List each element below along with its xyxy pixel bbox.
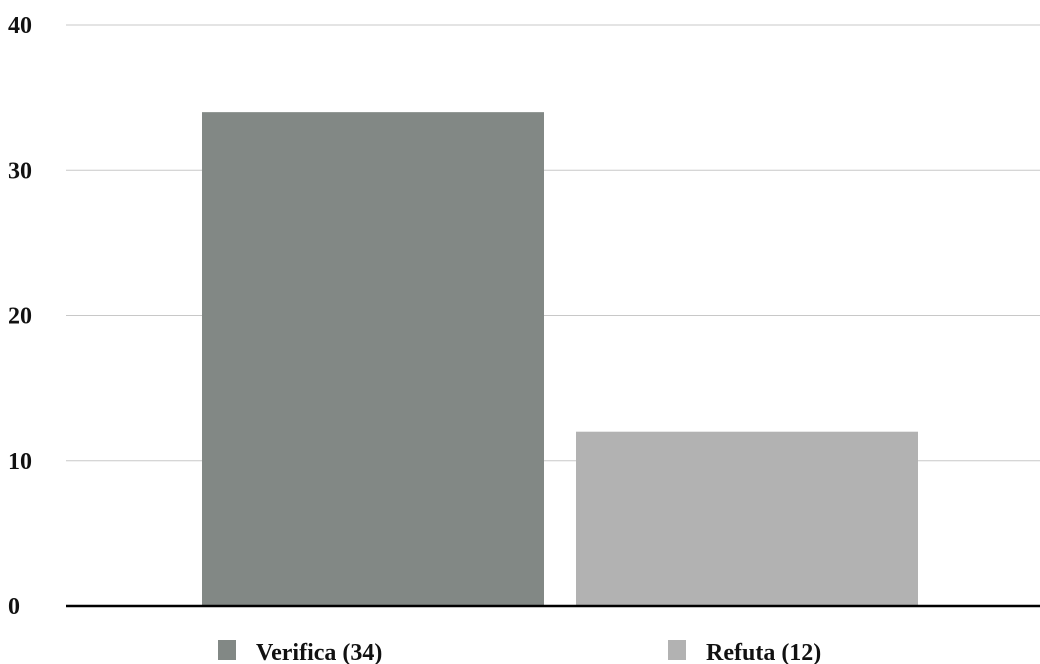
legend-label: Refuta (12) xyxy=(706,640,821,664)
legend-label: Verifica (34) xyxy=(256,640,382,664)
y-tick-label: 30 xyxy=(8,158,32,184)
bars xyxy=(202,112,918,607)
legend-swatch xyxy=(668,640,686,660)
legend: Verifica (34) Refuta (12) xyxy=(218,640,821,664)
legend-swatch xyxy=(218,640,236,660)
y-tick-label: 10 xyxy=(8,449,32,475)
y-axis-ticks: 0 10 20 30 40 xyxy=(8,13,32,620)
y-tick-label: 20 xyxy=(8,304,32,330)
bar xyxy=(202,112,544,607)
y-tick-label: 40 xyxy=(8,13,32,39)
y-tick-label: 0 xyxy=(8,594,20,620)
bar xyxy=(576,431,918,606)
